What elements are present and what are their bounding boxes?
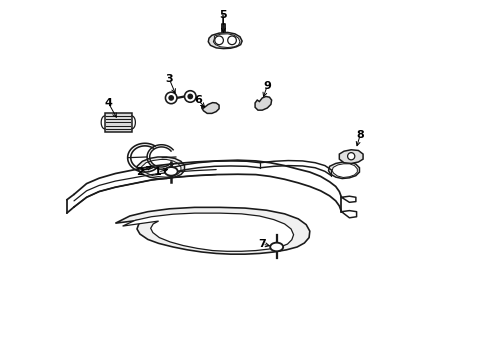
Polygon shape: [141, 159, 181, 177]
Text: 7: 7: [258, 239, 266, 249]
Circle shape: [187, 94, 193, 99]
Polygon shape: [213, 34, 240, 48]
Circle shape: [347, 153, 355, 160]
Polygon shape: [339, 150, 363, 163]
Text: 4: 4: [104, 98, 112, 108]
Circle shape: [185, 91, 196, 102]
Polygon shape: [202, 103, 219, 113]
Text: 5: 5: [220, 10, 227, 20]
Ellipse shape: [165, 167, 178, 176]
Ellipse shape: [270, 243, 283, 251]
Polygon shape: [122, 213, 294, 251]
Polygon shape: [255, 96, 271, 110]
Polygon shape: [208, 32, 242, 49]
Circle shape: [166, 92, 177, 104]
Text: 3: 3: [166, 74, 173, 84]
Circle shape: [215, 36, 223, 45]
Polygon shape: [332, 164, 357, 177]
Polygon shape: [105, 112, 132, 132]
Circle shape: [169, 95, 174, 101]
Text: 1: 1: [154, 167, 162, 177]
Text: 9: 9: [264, 81, 271, 91]
Circle shape: [228, 36, 236, 45]
Polygon shape: [328, 162, 360, 179]
Text: 2: 2: [136, 167, 144, 177]
Polygon shape: [116, 207, 310, 254]
Polygon shape: [137, 157, 185, 179]
Text: 6: 6: [194, 95, 202, 105]
Text: 8: 8: [356, 130, 364, 140]
